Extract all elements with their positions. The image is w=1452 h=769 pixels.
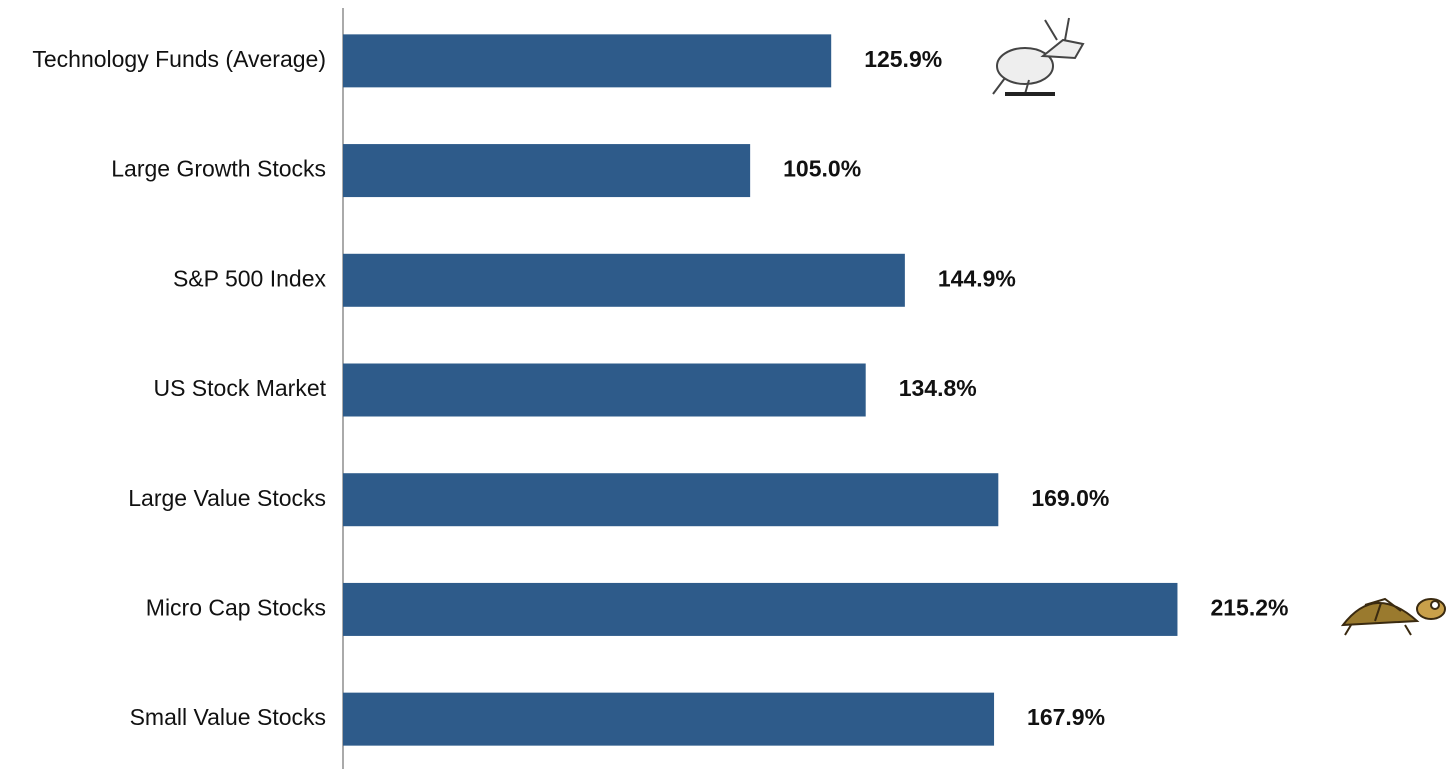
category-label: Large Value Stocks [128,485,326,511]
hare-icon [992,17,1085,96]
value-label: 134.8% [899,375,977,401]
bar [343,144,751,198]
value-label: 144.9% [938,265,1016,291]
category-label: Technology Funds (Average) [32,46,326,72]
bar [343,473,999,527]
category-label: Small Value Stocks [130,704,326,730]
category-label: S&P 500 Index [173,265,327,291]
value-label: 105.0% [783,156,861,182]
category-label: US Stock Market [153,375,326,401]
value-label: 125.9% [864,46,942,72]
category-label: Micro Cap Stocks [146,595,326,621]
bar [343,253,905,307]
turtle-icon [1340,597,1446,636]
bar [343,34,832,88]
bar [343,363,866,417]
bar [343,692,995,746]
category-label: Large Growth Stocks [111,156,326,182]
value-label: 169.0% [1031,485,1109,511]
value-label: 215.2% [1210,595,1288,621]
value-label: 167.9% [1027,704,1105,730]
bar [343,582,1178,636]
